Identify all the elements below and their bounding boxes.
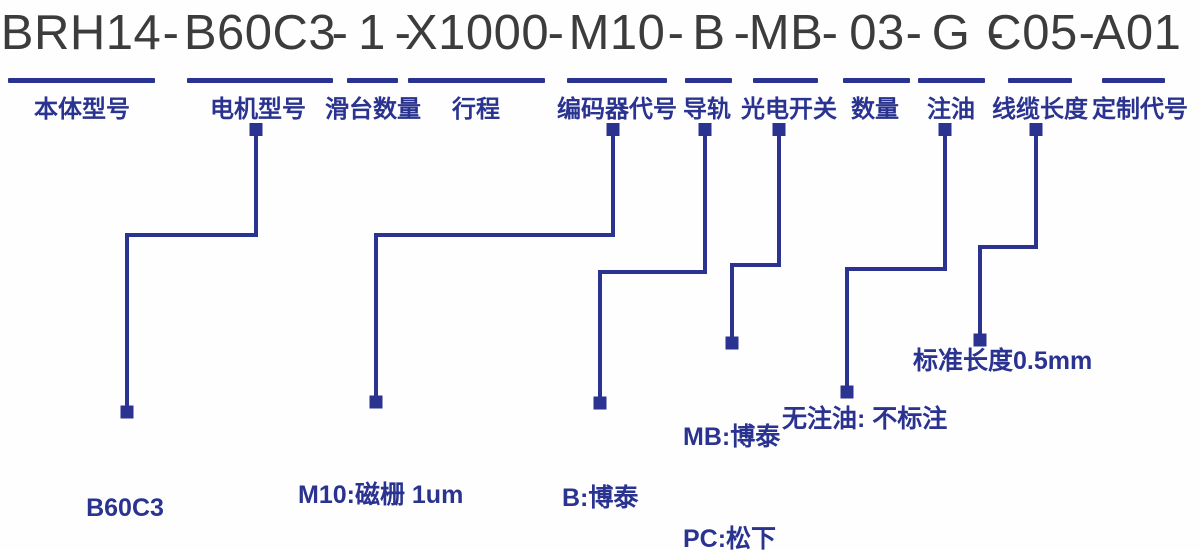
encoder-option: M10:磁栅 1um <box>298 481 464 509</box>
code-separator: - <box>331 6 349 60</box>
motor-option: B60C3 <box>86 494 164 522</box>
field-label-quantity: 数量 <box>851 96 899 123</box>
code-separator: - <box>547 6 565 60</box>
connector-start-square <box>606 123 620 136</box>
code-separator: - <box>394 6 412 60</box>
connector-rail <box>598 130 707 403</box>
rail-options: B:博泰 H:上银 T:THK <box>562 421 638 550</box>
code-segment-motor-model: B60C3 <box>183 6 337 60</box>
motor-options: B60C3 B60C4 B60C6 <box>86 431 164 550</box>
connector-photo-switch <box>730 130 781 343</box>
code-segment-custom-code: A01 <box>1092 6 1182 60</box>
connector-end-square <box>840 385 854 399</box>
field-label-slider-count: 滑台数量 <box>325 96 421 123</box>
field-label-custom-code: 定制代号 <box>1092 96 1188 123</box>
connector-motor-model <box>125 130 258 412</box>
connector-start-square <box>772 123 786 136</box>
underline-quantity <box>843 78 910 83</box>
field-label-cable-length: 线缆长度 <box>992 96 1088 123</box>
switch-options: MB:博泰 PC:松下 <box>683 352 780 550</box>
field-label-body-model: 本体型号 <box>34 96 130 123</box>
connector-start-square <box>1029 123 1043 136</box>
code-separator: - <box>1078 6 1096 60</box>
code-separator: - <box>821 6 839 60</box>
code-separator: - <box>987 6 1005 60</box>
rail-option: B:博泰 <box>562 484 639 512</box>
underline-cable-length <box>1008 78 1072 83</box>
underline-custom-code <box>1102 78 1165 83</box>
code-segment-encoder-code: M10 <box>568 6 666 60</box>
connector-start-square <box>938 123 952 136</box>
code-separator: - <box>162 6 180 60</box>
code-segment-oiling: G <box>931 6 971 60</box>
field-label-motor-model: 电机型号 <box>210 96 306 123</box>
connector-start-square <box>698 123 712 136</box>
cable-note: 标准长度0.5mm <box>913 347 1093 375</box>
underline-rail <box>685 78 732 83</box>
code-separator: - <box>905 6 923 60</box>
switch-option: PC:松下 <box>683 525 777 550</box>
code-separator: - <box>733 6 751 60</box>
code-segment-quantity: 03 <box>849 6 905 60</box>
underline-photo-switch <box>753 78 818 83</box>
underline-encoder-code <box>567 78 667 83</box>
connector-start-square <box>249 123 263 136</box>
code-segment-rail: B <box>692 6 726 60</box>
field-label-photo-switch: 光电开关 <box>741 96 837 123</box>
field-label-stroke: 行程 <box>452 96 500 123</box>
field-label-rail: 导轨 <box>683 96 731 123</box>
switch-option: MB:博泰 <box>683 423 781 451</box>
underline-oiling <box>918 78 985 83</box>
connector-oiling <box>845 130 947 392</box>
connector-end-square <box>725 336 739 350</box>
connector-end-square <box>593 396 607 410</box>
connector-end-square <box>973 333 987 347</box>
underline-stroke <box>408 78 545 83</box>
code-segment-photo-switch: MB <box>748 6 824 60</box>
encoder-options: M10:磁栅 1um G10:光栅 1um G05:光栅 0.5um <box>298 418 490 550</box>
connector-cable-length <box>978 130 1038 340</box>
underline-motor-model <box>187 78 333 83</box>
connector-end-square <box>369 395 383 409</box>
field-label-oiling: 注油 <box>927 96 975 123</box>
code-segment-body-model: BRH14 <box>0 6 162 60</box>
connector-encoder-code <box>374 130 615 402</box>
code-separator: - <box>667 6 685 60</box>
code-segment-cable-length: C05 <box>986 6 1078 60</box>
code-segment-stroke: X1000 <box>404 6 550 60</box>
connector-end-square <box>120 405 134 419</box>
field-label-encoder-code: 编码器代号 <box>557 96 677 123</box>
oil-note: 无注油: 不标注 <box>782 405 948 433</box>
underline-body-model <box>8 78 155 83</box>
code-segment-slider-count: 1 <box>358 6 386 60</box>
underline-slider-count <box>347 78 398 83</box>
